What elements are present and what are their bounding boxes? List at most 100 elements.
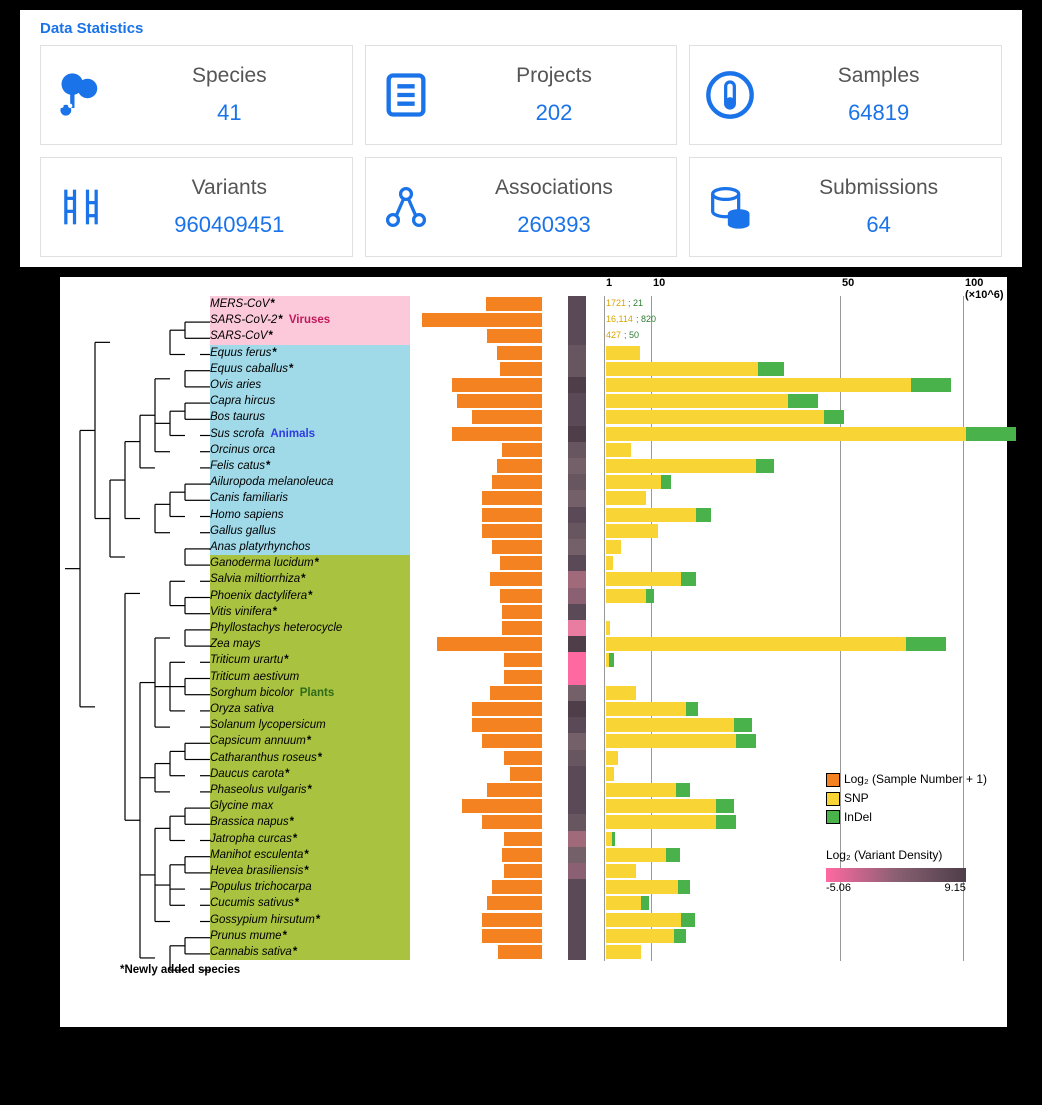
density-cell	[568, 539, 586, 555]
density-cell	[568, 458, 586, 474]
snp-bar	[606, 734, 736, 748]
axis-tick: 50	[842, 277, 854, 289]
species-label: Gossypium hirsutum*	[210, 912, 320, 928]
snp-bar	[606, 864, 636, 878]
density-cell	[568, 490, 586, 506]
indel-bar	[788, 394, 818, 408]
stat-projects[interactable]: Projects202	[365, 45, 678, 145]
species-label: Equus ferus*	[210, 345, 277, 361]
stat-value: 64	[770, 212, 987, 238]
sample-bar	[498, 945, 542, 959]
density-cell	[568, 928, 586, 944]
database-icon	[704, 181, 756, 233]
document-icon	[380, 69, 432, 121]
test-tube-icon	[704, 69, 756, 121]
species-label: Phaseolus vulgaris*	[210, 782, 312, 798]
density-cell	[568, 895, 586, 911]
stat-value: 64819	[770, 100, 987, 126]
sample-bar	[482, 508, 542, 522]
snp-bar	[606, 621, 610, 635]
density-cell	[568, 361, 586, 377]
sample-bar	[472, 718, 542, 732]
stat-value: 960409451	[121, 212, 338, 238]
sample-bar	[482, 815, 542, 829]
density-cell	[568, 588, 586, 604]
stat-associations[interactable]: Associations 260393	[365, 157, 678, 257]
stat-variants[interactable]: Variants 960409451	[40, 157, 353, 257]
species-label: MERS-CoV*	[210, 296, 275, 312]
snp-bar	[606, 443, 631, 457]
snp-bar	[606, 475, 661, 489]
density-cell	[568, 393, 586, 409]
axis-tick: 10	[653, 277, 665, 289]
snp-bar	[606, 815, 716, 829]
indel-bar	[666, 848, 680, 862]
dna-bars-icon	[55, 181, 107, 233]
species-label: Felis catus*	[210, 458, 270, 474]
density-cell	[568, 312, 586, 328]
indel-bar	[734, 718, 752, 732]
density-cell	[568, 620, 586, 636]
network-icon	[380, 181, 432, 233]
virus-count: ; 21	[628, 298, 643, 308]
stat-species[interactable]: Species41	[40, 45, 353, 145]
indel-bar	[736, 734, 756, 748]
sample-bar	[452, 378, 542, 392]
indel-bar	[906, 637, 946, 651]
density-cell	[568, 766, 586, 782]
sample-bar	[504, 653, 542, 667]
density-cell	[568, 507, 586, 523]
species-label: Gallus gallus	[210, 523, 276, 539]
sample-bar	[486, 297, 542, 311]
indel-bar	[696, 508, 711, 522]
stat-label: Associations	[446, 176, 663, 200]
sample-bar	[482, 913, 542, 927]
indel-bar	[686, 702, 698, 716]
virus-count: 1721	[606, 298, 626, 308]
stat-value: 260393	[446, 212, 663, 238]
species-label: Daucus carota*	[210, 766, 290, 782]
density-cell	[568, 555, 586, 571]
snp-bar	[606, 524, 658, 538]
species-label: Ganoderma lucidum*	[210, 555, 319, 571]
density-cell	[568, 863, 586, 879]
indel-bar	[681, 572, 696, 586]
snp-bar	[606, 945, 641, 959]
species-label: Populus trichocarpa	[210, 879, 312, 895]
sample-bar	[462, 799, 542, 813]
sample-bar	[500, 362, 542, 376]
snp-bar	[606, 686, 636, 700]
chart-legend: Log₂ (Sample Number + 1)SNPInDelLog₂ (Va…	[826, 772, 987, 894]
tree-panda-icon	[55, 69, 107, 121]
stat-label: Variants	[121, 176, 338, 200]
sample-bar	[457, 394, 542, 408]
sample-bar	[490, 572, 542, 586]
sample-bar	[510, 767, 542, 781]
phylogeny-chart: 11050100 (×10^6)MERS-CoV*1721; 21SARS-Co…	[60, 277, 1007, 1027]
stat-samples[interactable]: Samples64819	[689, 45, 1002, 145]
density-cell	[568, 442, 586, 458]
snp-bar	[606, 929, 674, 943]
density-cell	[568, 669, 586, 685]
indel-bar	[676, 783, 690, 797]
sample-bar	[437, 637, 542, 651]
species-label: Capsicum annuum*	[210, 733, 311, 749]
footnote: *Newly added species	[120, 964, 240, 976]
stat-value: 202	[446, 100, 663, 126]
sample-bar	[492, 880, 542, 894]
sample-bar	[492, 475, 542, 489]
indel-bar	[911, 378, 951, 392]
species-label: Cucumis sativus*	[210, 895, 299, 911]
species-label: Oryza sativa	[210, 701, 274, 717]
sample-bar	[502, 848, 542, 862]
indel-bar	[966, 427, 1016, 441]
density-cell	[568, 847, 586, 863]
density-cell	[568, 523, 586, 539]
stat-submissions[interactable]: Submissions64	[689, 157, 1002, 257]
snp-bar	[606, 410, 824, 424]
indel-bar	[678, 880, 690, 894]
density-cell	[568, 879, 586, 895]
species-label: SARS-CoV-2*Viruses	[210, 312, 330, 328]
species-label: Canis familiaris	[210, 490, 288, 506]
species-label: Manihot esculenta*	[210, 847, 309, 863]
